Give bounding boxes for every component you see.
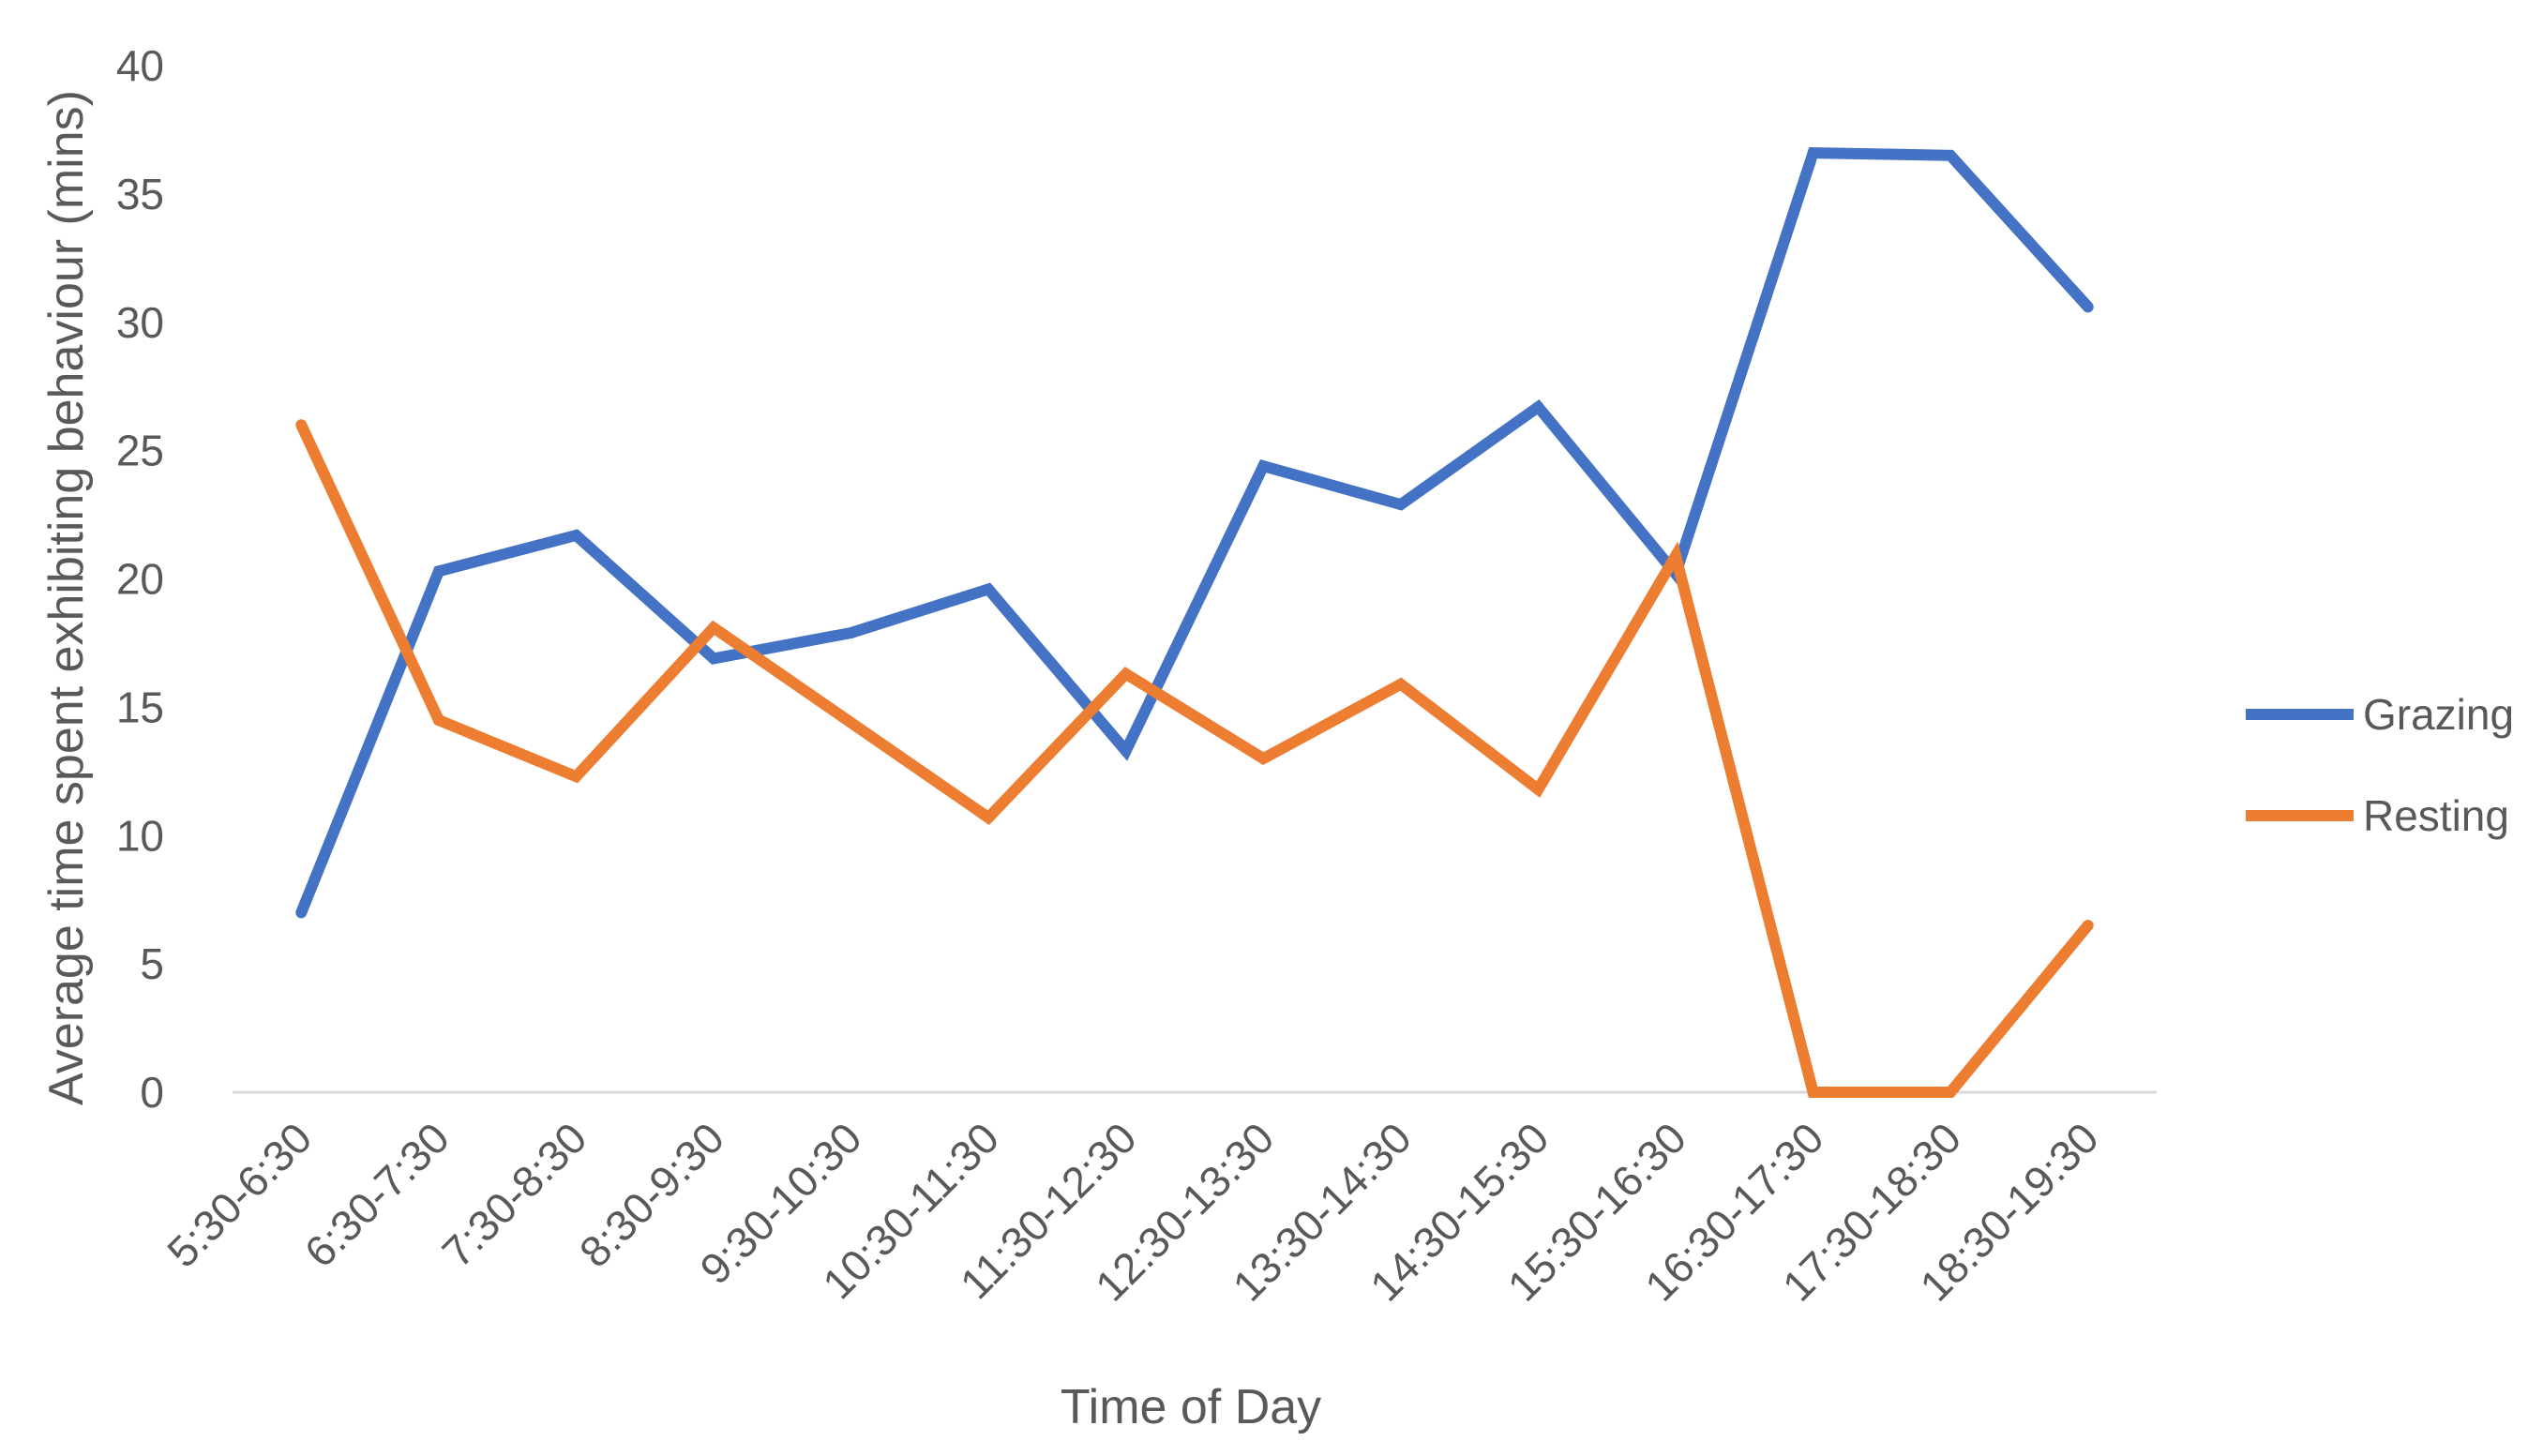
data-point	[1257, 753, 1270, 765]
series-grazing	[295, 147, 2094, 919]
data-point	[1945, 149, 1957, 161]
data-point	[1394, 499, 1407, 511]
data-point	[2082, 920, 2094, 932]
data-point	[2082, 301, 2094, 313]
legend-label-grazing: Grazing	[2363, 690, 2514, 739]
data-point	[845, 626, 857, 638]
data-point	[1394, 678, 1407, 690]
y-axis-ticks: 0 5 10 15 20 25 30 35 40	[116, 41, 164, 1117]
x-axis-title: Time of Day	[1061, 1380, 1321, 1434]
x-axis-ticks: 5:30-6:306:30-7:307:30-8:308:30-9:309:30…	[158, 1113, 2108, 1310]
data-point	[1945, 1087, 1957, 1098]
y-axis-title: Average time spent exhibiting behaviour …	[39, 90, 94, 1105]
data-point	[1532, 783, 1544, 795]
data-point	[708, 622, 719, 634]
data-point	[1807, 1087, 1819, 1098]
x-tick-label: 7:30-8:30	[432, 1113, 595, 1276]
data-point	[1670, 549, 1681, 562]
data-point	[983, 812, 995, 824]
data-point	[432, 565, 444, 578]
data-point	[295, 419, 308, 431]
data-point	[570, 529, 582, 541]
x-tick-label: 6:30-7:30	[295, 1113, 459, 1276]
legend-label-resting: Resting	[2363, 791, 2509, 840]
y-tick-label: 15	[116, 683, 164, 731]
data-point	[1532, 401, 1544, 413]
x-tick-label: 5:30-6:30	[158, 1113, 321, 1276]
series-line-grazing	[295, 147, 2093, 915]
y-tick-label: 40	[116, 41, 164, 90]
data-point	[1807, 147, 1819, 159]
y-tick-label: 20	[116, 555, 164, 604]
y-tick-label: 25	[116, 427, 164, 475]
data-point	[708, 653, 719, 665]
data-point	[570, 771, 582, 783]
data-point	[295, 907, 308, 919]
legend: Grazing Resting	[2246, 690, 2514, 840]
data-point	[1120, 744, 1132, 757]
series-resting	[295, 419, 2094, 1098]
data-point	[983, 583, 995, 595]
y-tick-label: 5	[140, 939, 164, 988]
y-tick-label: 30	[116, 298, 164, 347]
series-layer	[295, 147, 2094, 1098]
series-line-resting	[295, 422, 2093, 1098]
y-tick-label: 35	[116, 170, 164, 218]
data-point	[845, 716, 857, 728]
y-tick-label: 0	[140, 1068, 164, 1117]
data-point	[1257, 460, 1270, 473]
y-tick-label: 10	[116, 811, 164, 860]
data-point	[432, 714, 444, 727]
data-point	[1120, 668, 1132, 680]
